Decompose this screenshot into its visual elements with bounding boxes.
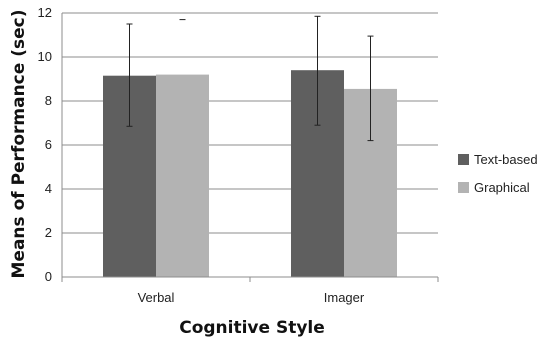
y-tick-label: 10 <box>38 49 52 64</box>
axes-layer <box>61 13 439 282</box>
bar-graphical-verbal <box>156 74 209 277</box>
y-axis-title: Means of Performance (sec) <box>9 10 29 279</box>
y-tick-label: 6 <box>45 137 52 152</box>
x-tick-labels: Verbal Imager <box>138 290 365 305</box>
legend-label: Graphical <box>474 180 530 195</box>
y-tick-label: 4 <box>45 181 52 196</box>
y-tick-labels: 0 2 4 6 8 10 12 <box>38 5 52 284</box>
x-tick-label: Imager <box>324 290 365 305</box>
legend: Text-based Graphical <box>458 152 538 195</box>
y-tick-label: 12 <box>38 5 52 20</box>
y-tick-label: 8 <box>45 93 52 108</box>
error-bars-layer <box>126 15 374 142</box>
legend-swatch <box>458 154 469 165</box>
legend-swatch <box>458 182 469 193</box>
x-tick-label: Verbal <box>138 290 175 305</box>
legend-label: Text-based <box>474 152 538 167</box>
y-tick-label: 2 <box>45 225 52 240</box>
bars-layer <box>103 70 397 278</box>
x-axis-title: Cognitive Style <box>179 318 325 338</box>
y-tick-label: 0 <box>45 269 52 284</box>
